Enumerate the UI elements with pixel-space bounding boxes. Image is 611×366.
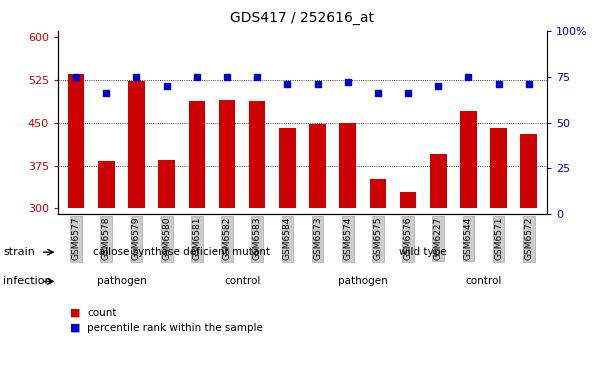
- Bar: [68, 74, 84, 208]
- Bar: [158, 160, 175, 208]
- Bar: [98, 161, 115, 208]
- Text: control: control: [466, 276, 502, 287]
- Text: GDS417 / 252616_at: GDS417 / 252616_at: [230, 11, 375, 25]
- Bar: [400, 193, 416, 208]
- Bar: [521, 134, 537, 208]
- Text: percentile rank within the sample: percentile rank within the sample: [87, 322, 263, 333]
- Text: pathogen: pathogen: [97, 276, 146, 287]
- Bar: [279, 128, 296, 208]
- Text: ■: ■: [70, 322, 81, 333]
- Bar: [249, 101, 266, 208]
- Bar: [370, 179, 386, 208]
- Bar: [128, 81, 145, 208]
- Bar: [189, 101, 205, 208]
- Text: infection: infection: [3, 276, 52, 287]
- Text: wild type: wild type: [400, 247, 447, 257]
- Bar: [430, 154, 447, 208]
- Text: count: count: [87, 308, 117, 318]
- Text: pathogen: pathogen: [338, 276, 387, 287]
- Bar: [309, 124, 326, 208]
- Text: ■: ■: [70, 308, 81, 318]
- Text: callose synthase deficient mutant: callose synthase deficient mutant: [93, 247, 270, 257]
- Text: strain: strain: [3, 247, 35, 257]
- Bar: [460, 111, 477, 208]
- Text: control: control: [224, 276, 260, 287]
- Bar: [490, 128, 507, 208]
- Bar: [339, 123, 356, 208]
- Bar: [219, 100, 235, 208]
